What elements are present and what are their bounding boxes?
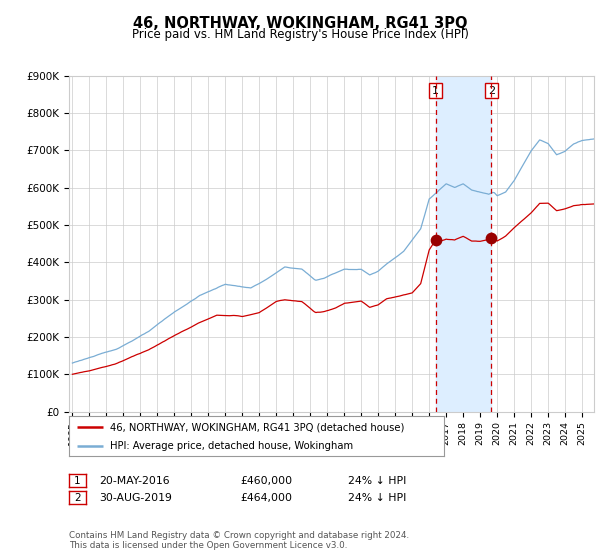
Text: £464,000: £464,000: [240, 493, 292, 502]
Bar: [436, 76, 491, 412]
Text: Price paid vs. HM Land Registry's House Price Index (HPI): Price paid vs. HM Land Registry's House …: [131, 28, 469, 41]
Text: 24% ↓ HPI: 24% ↓ HPI: [348, 476, 406, 486]
Text: 46, NORTHWAY, WOKINGHAM, RG41 3PQ: 46, NORTHWAY, WOKINGHAM, RG41 3PQ: [133, 16, 467, 31]
Text: 30-AUG-2019: 30-AUG-2019: [99, 493, 172, 502]
Text: 1: 1: [432, 86, 439, 96]
Text: HPI: Average price, detached house, Wokingham: HPI: Average price, detached house, Woki…: [110, 441, 353, 451]
Point: [431, 235, 440, 244]
Text: 2: 2: [74, 493, 81, 502]
Text: 2: 2: [488, 86, 495, 96]
Text: 20-MAY-2016: 20-MAY-2016: [99, 476, 170, 486]
Text: 46, NORTHWAY, WOKINGHAM, RG41 3PQ (detached house): 46, NORTHWAY, WOKINGHAM, RG41 3PQ (detac…: [110, 422, 404, 432]
Point: [487, 234, 496, 243]
Text: Contains HM Land Registry data © Crown copyright and database right 2024.
This d: Contains HM Land Registry data © Crown c…: [69, 531, 409, 550]
Text: £460,000: £460,000: [240, 476, 292, 486]
Text: 24% ↓ HPI: 24% ↓ HPI: [348, 493, 406, 502]
Text: 1: 1: [74, 476, 81, 486]
